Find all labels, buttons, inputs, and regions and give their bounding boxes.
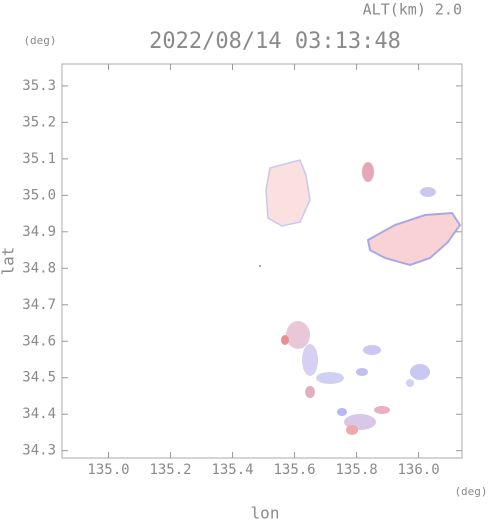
- y-tick-label: 35.0: [22, 187, 56, 203]
- y-tick-label: 34.9: [22, 224, 56, 240]
- x-tick-label: 135.4: [211, 462, 253, 478]
- chart-title: 2022/08/14 03:13:48: [149, 29, 401, 54]
- y-tick-label: 34.8: [22, 260, 56, 276]
- x-axis-label: lon: [251, 504, 280, 522]
- y-tick-label: 35.1: [22, 151, 56, 167]
- x-tick-label: 135.0: [87, 462, 129, 478]
- y-tick-label: 35.3: [22, 78, 56, 94]
- x-unit: (deg): [454, 485, 487, 498]
- y-tick-label: 34.3: [22, 443, 56, 459]
- altitude-label: ALT(km) 2.0: [363, 1, 462, 19]
- x-tick-label: 135.8: [335, 462, 377, 478]
- plot-frame: [61, 63, 463, 459]
- y-tick-label: 35.2: [22, 114, 56, 130]
- x-tick-label: 135.2: [149, 462, 191, 478]
- y-axis-label: lat: [0, 247, 18, 276]
- echo-field: [259, 159, 462, 435]
- y-tick-label: 34.5: [22, 370, 56, 386]
- y-unit: (deg): [23, 34, 56, 47]
- y-tick-label: 34.6: [22, 333, 56, 349]
- x-tick-label: 135.6: [273, 462, 315, 478]
- y-tick-label: 34.7: [22, 297, 56, 313]
- x-tick-label: 136.0: [398, 462, 440, 478]
- y-tick-label: 34.4: [22, 406, 56, 422]
